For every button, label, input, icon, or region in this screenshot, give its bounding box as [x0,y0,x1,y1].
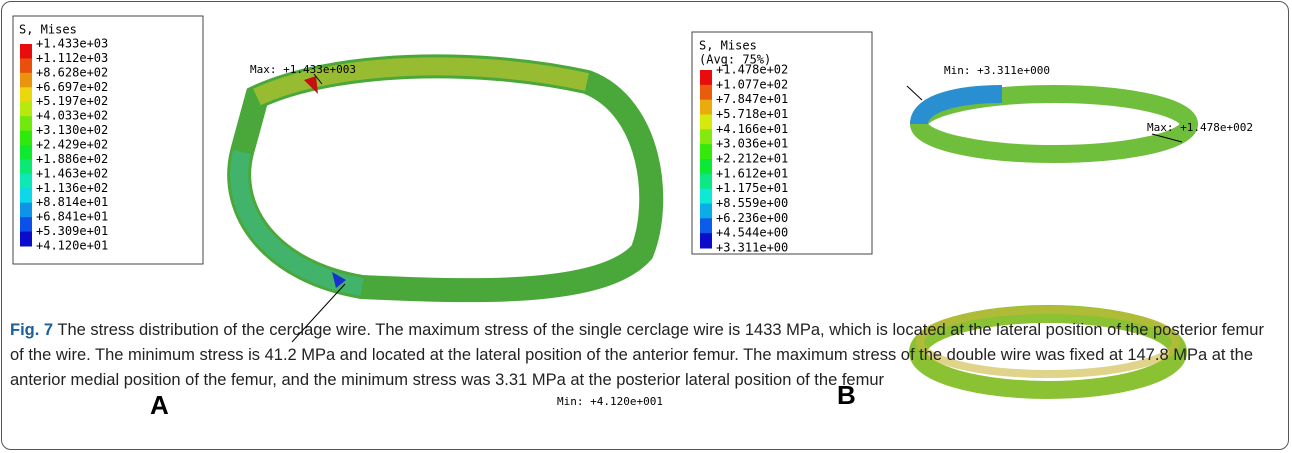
wire-shade [910,85,1003,126]
min-label: Min: +4.120e+001 [557,395,663,408]
color-band [20,217,32,233]
color-band [20,188,32,204]
legend-value: +6.236e+00 [716,211,788,225]
min-spot [332,272,346,288]
color-band [700,144,712,160]
color-band [20,44,32,59]
legend-box [12,15,204,265]
legend-value: +1.175e+01 [716,181,788,195]
panel-letter: A [150,390,169,420]
pointer [313,73,323,85]
panel-letter: B [837,380,856,410]
legend-value: +7.847e+01 [716,92,788,106]
wire-shade [916,306,1180,378]
color-band [20,173,32,189]
color-band [700,84,712,101]
legend-title: S, Mises [699,39,757,53]
pointer [906,85,923,101]
max-label: Max: +1.478e+002 [1147,121,1253,134]
color-band [700,203,712,219]
legend-value: +1.433e+03 [36,37,108,51]
color-band [20,231,32,247]
legend-value: +6.841e+01 [36,210,108,224]
legend-value: +4.033e+02 [36,109,108,123]
color-band [20,130,32,146]
legend-value: +1.612e+01 [716,166,788,180]
legend-value: +6.697e+02 [36,80,108,94]
color-band [20,145,32,160]
color-band [20,72,32,88]
legend-value: +5.718e+01 [716,107,788,121]
color-band [20,101,32,117]
legend-value: +8.559e+00 [716,196,788,210]
legend-value: +3.130e+02 [36,123,108,137]
pointer [1151,133,1183,143]
max-label: Max: +1.433e+003 [250,63,356,76]
legend-value: +8.628e+02 [36,65,108,79]
color-band [20,116,32,132]
legend-value: +1.112e+03 [36,51,108,65]
legend-value: +2.429e+02 [36,138,108,152]
legend-value: +1.478e+02 [716,63,788,77]
caption: Fig. 7 The stress distribution of the ce… [10,318,1270,393]
pointer [291,283,346,343]
legend-value: +5.197e+02 [36,94,108,108]
legend-value: +2.212e+01 [716,152,788,166]
legend-value: +4.544e+00 [716,226,788,240]
legend-value: +1.077e+02 [716,77,788,91]
color-band [20,202,32,218]
legend-title: S, Mises [19,23,77,37]
legend-value: +3.036e+01 [716,137,788,151]
min-label: Min: +3.311e+000 [944,64,1050,77]
color-band [20,159,32,175]
legend-subtitle: (Avg: 75%) [699,53,771,67]
color-band [20,87,32,103]
legend-value: +5.309e+01 [36,224,108,238]
legend-value: +4.120e+01 [36,239,108,253]
legend-value: +8.814e+01 [36,195,108,209]
legend-value: +4.166e+01 [716,122,788,136]
max-spot [304,76,318,94]
legend-value: +3.311e+00 [716,241,788,255]
legend-value: +1.136e+02 [36,181,108,195]
color-band [700,233,712,249]
color-band [20,58,32,74]
caption-text: The stress distribution of the cerclage … [10,321,1264,389]
wire-shade [230,149,364,296]
legend-value: +1.463e+02 [36,166,108,180]
color-band [700,129,712,145]
color-band [700,70,712,86]
legend-box [691,31,873,255]
color-band [700,99,712,115]
color-band [700,188,712,204]
color-band [700,173,712,190]
wire-shade [253,57,589,106]
color-band [700,159,712,175]
legend-value: +1.886e+02 [36,152,108,166]
caption-label: Fig. 7 [10,321,54,339]
color-band [700,114,712,130]
color-band [700,218,712,234]
